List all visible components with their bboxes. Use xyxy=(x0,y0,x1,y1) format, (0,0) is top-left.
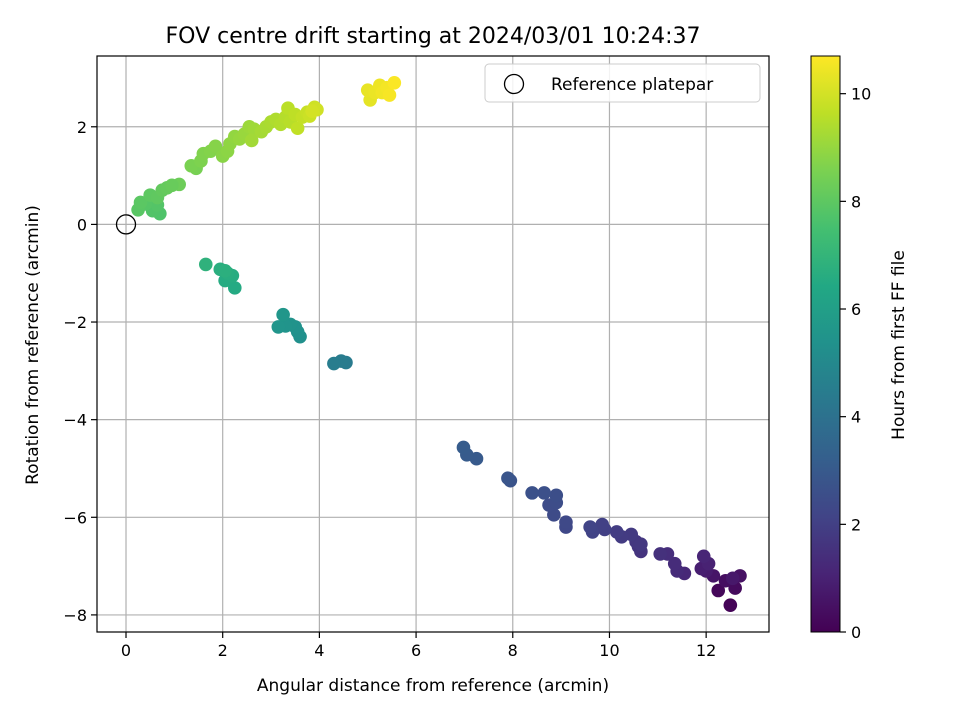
colorbar-tick-label: 2 xyxy=(851,515,861,534)
data-point xyxy=(327,356,341,371)
reference-marker xyxy=(115,214,137,235)
data-point xyxy=(501,471,515,486)
data-point xyxy=(711,583,726,598)
x-tick-label: 0 xyxy=(121,641,131,660)
data-point xyxy=(208,139,223,154)
y-tick-label: −2 xyxy=(63,313,87,332)
y-tick-label: −8 xyxy=(63,606,87,625)
x-tick-label: 4 xyxy=(314,641,324,660)
reference-point xyxy=(115,214,137,235)
data-point xyxy=(456,440,471,455)
x-tick-label: 10 xyxy=(599,641,619,660)
data-point xyxy=(198,257,213,272)
y-tick-label: −6 xyxy=(63,508,87,527)
data-point xyxy=(525,486,539,500)
colorbar: 0 2 4 6 8 10 Hours from first FF file xyxy=(810,55,909,642)
plot-frame xyxy=(96,55,770,633)
data-point xyxy=(387,76,402,90)
legend: Reference platepar xyxy=(484,63,761,103)
data-point xyxy=(609,525,624,539)
data-point xyxy=(559,515,573,529)
data-point xyxy=(725,571,740,586)
data-point xyxy=(583,520,597,534)
y-tick-label: 2 xyxy=(77,118,87,137)
data-point xyxy=(276,307,290,322)
data-point xyxy=(305,104,319,118)
y-axis-label: Rotation from reference (arcmin) xyxy=(23,205,43,485)
x-tick-label: 6 xyxy=(411,641,421,660)
colorbar-tick-label: 8 xyxy=(851,192,861,211)
y-tick-label: 0 xyxy=(77,215,87,234)
x-axis-ticks: 0 2 4 6 8 10 12 xyxy=(121,632,716,660)
data-point xyxy=(165,178,179,193)
data-point xyxy=(549,488,564,503)
data-point xyxy=(653,547,668,561)
data-point xyxy=(634,537,648,551)
colorbar-ticks: 0 2 4 6 8 10 xyxy=(840,85,871,642)
data-point xyxy=(290,121,305,136)
data-point xyxy=(218,263,232,278)
legend-box xyxy=(484,63,761,103)
colorbar-gradient xyxy=(810,55,841,633)
data-point xyxy=(667,556,682,571)
chart-title: FOV centre drift starting at 2024/03/01 … xyxy=(166,24,701,49)
colorbar-tick-label: 4 xyxy=(851,408,861,427)
x-tick-label: 8 xyxy=(508,641,518,660)
data-point xyxy=(382,88,397,102)
y-tick-label: −4 xyxy=(63,411,87,430)
data-point xyxy=(723,598,738,612)
y-axis-ticks: −8 −6 −4 −2 0 2 xyxy=(63,118,97,625)
legend-entry-reference: Reference platepar xyxy=(551,75,713,95)
data-points xyxy=(131,76,747,612)
data-point xyxy=(271,320,286,334)
colorbar-label: Hours from first FF file xyxy=(889,250,909,440)
data-point xyxy=(133,195,148,210)
grid-lines xyxy=(97,56,769,632)
colorbar-tick-label: 6 xyxy=(851,300,861,319)
data-point xyxy=(537,486,551,500)
data-point xyxy=(227,281,242,295)
legend-marker-icon xyxy=(503,73,525,95)
x-axis-label: Angular distance from reference (arcmin) xyxy=(257,676,609,696)
x-tick-label: 2 xyxy=(218,641,228,660)
colorbar-tick-label: 0 xyxy=(851,623,861,642)
colorbar-tick-label: 10 xyxy=(851,85,871,104)
data-point xyxy=(244,133,259,148)
data-point xyxy=(696,549,711,564)
x-tick-label: 12 xyxy=(696,641,716,660)
data-point xyxy=(595,517,610,532)
